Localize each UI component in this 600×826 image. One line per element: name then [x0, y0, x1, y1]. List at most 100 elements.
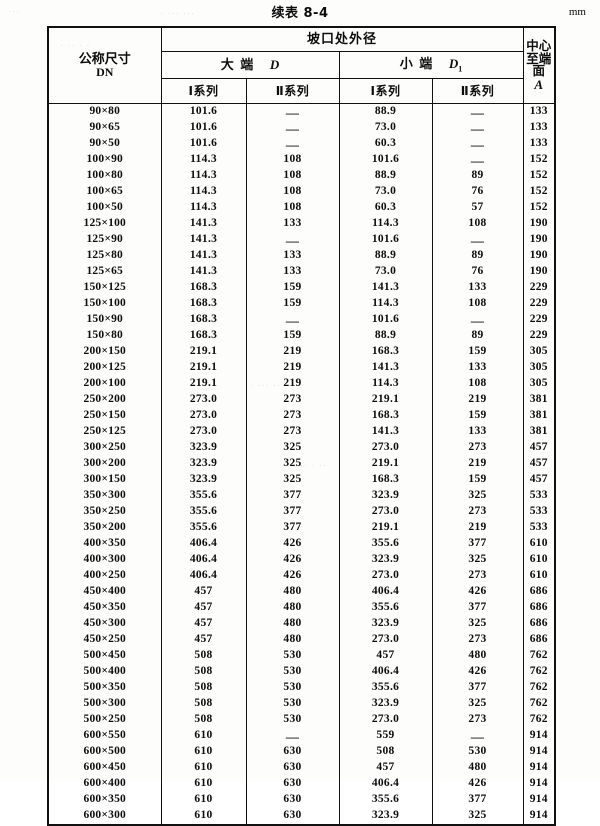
table-row: 500×450 508 530 457 480 762 [48, 648, 555, 664]
cell-large-end-series-1: 141.3 [161, 248, 247, 264]
cell-small-end-series-2: 108 [432, 296, 524, 312]
cell-dn: 300×150 [48, 472, 162, 488]
cell-large-end-series-2: — [246, 120, 340, 136]
cell-small-end-series-1: 355.6 [339, 680, 433, 696]
table-row: 125×80 141.3 133 88.9 89 190 [48, 248, 555, 264]
cell-dn: 300×250 [48, 440, 162, 456]
cell-dn: 100×50 [48, 200, 162, 216]
cell-large-end-series-2: 377 [246, 504, 340, 520]
table-row: 600×550 610—559—914 [48, 728, 555, 744]
cell-large-end-series-1: 141.3 [161, 232, 247, 248]
table-row: 250×200 273.0 273 219.1 219 381 [48, 392, 555, 408]
table-row: 300×250 323.9 325 273.0 273 457 [48, 440, 555, 456]
cell-large-end-series-1: 457 [161, 616, 247, 632]
table-row: 400×300 406.4 426 323.9 325 610 [48, 552, 555, 568]
cell-small-end-series-2: 159 [432, 344, 524, 360]
cell-large-end-series-2: 273 [246, 392, 340, 408]
cell-large-end-series-1: 508 [161, 712, 247, 728]
cell-center-to-face: 229 [529, 329, 548, 342]
cell-small-end-series-2: 377 [432, 536, 524, 552]
cell-small-end-series-2: 325 [432, 488, 524, 504]
cell-small-end-series-1: 323.9 [339, 808, 433, 825]
table-row: 300×150 323.9 325 168.3 159 457 [48, 472, 555, 488]
table-row: 125×90 141.3—101.6—190 [48, 232, 555, 248]
cell-large-end-series-1: 273.0 [161, 392, 247, 408]
cell-small-end-series-2: 426 [432, 664, 524, 680]
cell-large-end-series-1: 610 [161, 728, 247, 744]
cell-small-end-series-1: 141.3 [339, 424, 433, 440]
cell-small-end-series-2: 325 [432, 616, 524, 632]
cell-large-end-series-2: 630 [246, 792, 340, 808]
column-header-large-end-series-1: Ⅰ系列 [161, 78, 247, 104]
table-row: 100×90 114.3 108 101.6— 152 [48, 152, 555, 168]
cell-small-end-series-1: 101.6 [339, 232, 433, 248]
cell-center-to-face: 686 [529, 601, 548, 614]
cell-dn: 150×90 [48, 312, 162, 328]
cell-large-end-series-1: 610 [161, 792, 247, 808]
cell-small-end-series-1: 141.3 [339, 280, 433, 296]
cell-small-end-series-1: 406.4 [339, 664, 433, 680]
cell-large-end-series-1: 610 [161, 744, 247, 760]
table-row: 100×80 114.3 108 88.9 89 152 [48, 168, 555, 184]
table-row: 150×80 168.3 159 88.9 89 229 [48, 328, 555, 344]
table-row: 300×200 323.9 325 219.1 219 457 [48, 456, 555, 472]
cell-large-end-series-1: 168.3 [161, 280, 247, 296]
cell-large-end-series-1: 114.3 [161, 184, 247, 200]
cell-small-end-series-1: 88.9 [339, 328, 433, 344]
cell-center-to-face: 152 [529, 169, 548, 182]
cell-large-end-series-2: 219 [246, 360, 340, 376]
column-header-large-end: 大 端 D [161, 51, 340, 79]
cell-large-end-series-1: 101.6 [161, 103, 247, 120]
center-to-face-symbol: A [534, 76, 544, 92]
cell-small-end-series-2: 159 [432, 472, 524, 488]
cell-center-to-face: 686 [529, 585, 548, 598]
cell-small-end-series-2: 76 [432, 184, 524, 200]
cell-center-to-face: 610 [529, 553, 548, 566]
cell-small-end-series-2: 273 [432, 632, 524, 648]
cell-center-to-face: 533 [529, 489, 548, 502]
cell-small-end-series-1: 101.6 [339, 152, 433, 168]
cell-small-end-series-2: 89 [432, 328, 524, 344]
table-row: 500×250 508 530 273.0 273 762 [48, 712, 555, 728]
cell-large-end-series-1: 610 [161, 776, 247, 792]
cell-center-to-face: 152 [529, 201, 548, 214]
cell-dn: 90×80 [48, 103, 162, 120]
column-header-small-end-series-1: Ⅰ系列 [339, 78, 433, 104]
cell-large-end-series-2: 108 [246, 152, 340, 168]
cell-center-to-face: 914 [529, 729, 548, 742]
cell-dn: 500×450 [48, 648, 162, 664]
cell-dn: 150×100 [48, 296, 162, 312]
cell-dn: 150×125 [48, 280, 162, 296]
cell-small-end-series-2: 133 [432, 424, 524, 440]
cell-small-end-series-1: 114.3 [339, 296, 433, 312]
cell-small-end-series-1: 168.3 [339, 408, 433, 424]
cell-large-end-series-2: 530 [246, 664, 340, 680]
column-header-center-to-face: 中心至端面 A [522, 27, 556, 104]
cell-center-to-face: 533 [529, 521, 548, 534]
cell-dn: 125×80 [48, 248, 162, 264]
cell-center-to-face: 152 [529, 185, 548, 198]
cell-small-end-series-2: 480 [432, 760, 524, 776]
table-row: 400×250 406.4 426 273.0 273 610 [48, 568, 555, 584]
table-row: 450×250 457 480 273.0 273 686 [48, 632, 555, 648]
cell-dn: 400×350 [48, 536, 162, 552]
cell-large-end-series-1: 355.6 [161, 488, 247, 504]
cell-large-end-series-2: 108 [246, 184, 340, 200]
table-row: 200×100 219.1 219 114.3 108 305 [48, 376, 555, 392]
cell-small-end-series-2: 219 [432, 392, 524, 408]
cell-large-end-series-2: 273 [246, 408, 340, 424]
cell-dn: 500×400 [48, 664, 162, 680]
table-row: 350×300 355.6 377 323.9 325 533 [48, 488, 555, 504]
cell-small-end-series-2: 108 [432, 376, 524, 392]
cell-dn: 350×250 [48, 504, 162, 520]
cell-small-end-series-2: — [432, 120, 524, 136]
center-to-face-label: 中心至端面 [526, 38, 552, 79]
table-row: 450×400 457 480 406.4 426 686 [48, 584, 555, 600]
cell-dn: 450×400 [48, 584, 162, 600]
cell-large-end-series-2: 377 [246, 520, 340, 536]
column-header-small-end: 小 端 D1 [339, 51, 524, 79]
cell-small-end-series-1: 168.3 [339, 344, 433, 360]
cell-large-end-series-1: 457 [161, 632, 247, 648]
cell-large-end-series-2: 159 [246, 280, 340, 296]
cell-small-end-series-2: — [432, 136, 524, 152]
